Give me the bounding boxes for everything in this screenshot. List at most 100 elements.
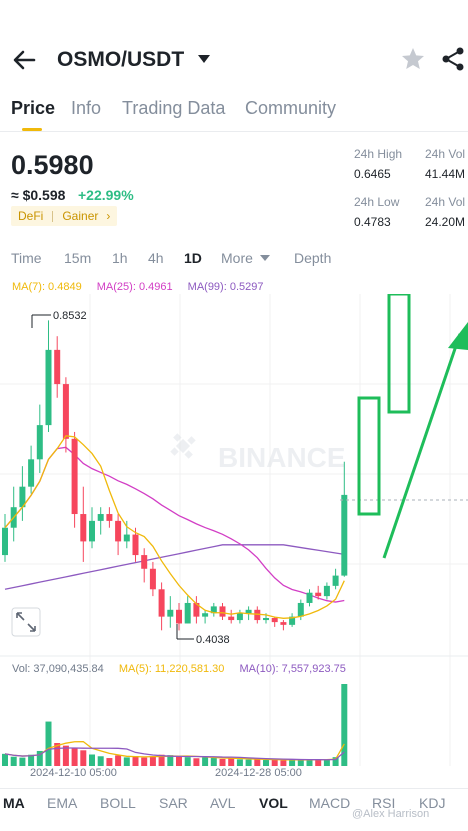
high-marker-label: 0.8532 — [53, 310, 87, 322]
interval-1h[interactable]: 1h — [112, 250, 128, 266]
page-tabs: Price Info Trading Data Community — [0, 92, 468, 132]
volume-bar — [106, 758, 113, 766]
volume-bar — [19, 757, 26, 766]
interval-more[interactable]: More — [221, 250, 253, 266]
volume-bar — [184, 757, 191, 766]
tab-community[interactable]: Community — [245, 98, 337, 118]
candlestick-chart[interactable]: BINANCE 0.8532 0.4038 2024-12-10 05:00 2… — [0, 294, 468, 784]
indicator-macd[interactable]: MACD — [309, 795, 351, 811]
volume-bar — [193, 758, 200, 766]
indicator-sar[interactable]: SAR — [159, 795, 188, 811]
volume-bar — [341, 684, 348, 766]
ma7-path — [4, 435, 345, 619]
candle — [323, 585, 330, 597]
tab-price[interactable]: Price — [11, 98, 56, 118]
candle — [245, 609, 252, 614]
tag-gainer[interactable]: Gainer — [62, 209, 99, 223]
candle — [289, 616, 296, 625]
tag-divider — [52, 210, 54, 222]
volume-bar — [167, 755, 174, 766]
volume-bars — [2, 684, 348, 766]
candle — [306, 592, 313, 603]
volume-bar — [71, 747, 78, 766]
candle — [254, 609, 261, 621]
volume-ma5: MA(5): 11,220,581.30 — [118, 663, 225, 675]
candle — [176, 609, 182, 624]
indicator-vol[interactable]: VOL — [259, 795, 288, 811]
volume-bar — [323, 759, 330, 766]
annotation-box-2 — [387, 294, 411, 414]
candle — [80, 514, 87, 542]
candle — [45, 349, 52, 426]
indicator-kdj[interactable]: KDJ — [419, 795, 446, 811]
candle — [315, 592, 322, 597]
candle — [210, 606, 217, 614]
tab-trading-data[interactable]: Trading Data — [122, 98, 226, 118]
expand-icon[interactable] — [11, 607, 41, 637]
candle — [297, 602, 304, 617]
stat-high-label: 24h High — [354, 147, 403, 161]
candle — [280, 622, 287, 625]
volume-bar — [115, 755, 122, 766]
volume-bar — [280, 760, 287, 766]
tag-badges[interactable]: DeFi Gainer › — [11, 206, 118, 226]
interval-15m[interactable]: 15m — [64, 250, 92, 266]
volume-bar — [45, 721, 52, 766]
ma99-value: MA(99): 0.5297 — [187, 281, 264, 293]
interval-4h[interactable]: 4h — [148, 250, 164, 266]
back-arrow-icon[interactable] — [10, 46, 38, 74]
candle — [36, 425, 43, 460]
volume-legend: Vol: 37,090,435.84 MA(5): 11,220,581.30 … — [12, 663, 358, 675]
volume-bar — [89, 754, 95, 766]
stat-vol1-label: 24h Vol — [425, 147, 466, 161]
interval-1d[interactable]: 1D — [184, 250, 202, 266]
candle — [184, 602, 191, 624]
candle — [263, 618, 269, 621]
star-icon[interactable] — [400, 46, 426, 72]
candle — [2, 527, 8, 556]
ma-legend: MA(7): 0.4849 MA(25): 0.4961 MA(99): 0.5… — [12, 281, 275, 293]
share-icon[interactable] — [440, 46, 466, 72]
interval-selector: Time 15m 1h 4h 1D More Depth — [0, 248, 468, 270]
volume-ma-lines — [4, 740, 345, 761]
candle — [62, 384, 69, 439]
candle — [19, 486, 26, 508]
candle — [123, 534, 130, 542]
stat-vol1-value: 41.44M — [425, 167, 466, 181]
candle — [132, 534, 139, 556]
volume-bar — [80, 750, 87, 766]
volume-ma10: MA(10): 7,557,923.75 — [239, 663, 346, 675]
indicator-ema[interactable]: EMA — [47, 795, 78, 811]
volume-bar — [10, 756, 17, 766]
ma25-path — [4, 446, 345, 603]
volume-bar — [62, 745, 69, 766]
candle — [193, 602, 200, 617]
stat-vol2-label: 24h Vol — [425, 195, 466, 209]
indicator-boll[interactable]: BOLL — [100, 795, 136, 811]
indicator-rsi[interactable]: RSI — [372, 795, 396, 811]
indicator-tabs: MA EMA BOLL SAR AVL VOL MACD RSI KDJ — [0, 788, 468, 816]
volume-bar — [297, 760, 304, 766]
stat-vol2-value: 24.20M — [425, 215, 466, 229]
watermark: @Alex Harrison — [352, 808, 430, 820]
tab-info[interactable]: Info — [71, 98, 102, 118]
binance-logo: BINANCE — [170, 433, 346, 473]
volume-bar — [332, 757, 339, 766]
chevron-down-icon[interactable] — [198, 54, 210, 64]
volume-bar — [306, 759, 313, 766]
volume-bar — [271, 759, 278, 766]
tag-defi[interactable]: DeFi — [18, 209, 44, 223]
candle — [202, 613, 209, 617]
volume-bar — [228, 758, 235, 766]
interval-time[interactable]: Time — [11, 250, 42, 266]
indicator-ma[interactable]: MA — [3, 795, 25, 811]
volume-bar — [97, 756, 104, 766]
more-caret-icon[interactable] — [260, 254, 270, 262]
volume-bar — [132, 756, 139, 766]
header: OSMO/USDT — [0, 36, 468, 84]
indicator-avl[interactable]: AVL — [210, 795, 236, 811]
pair-title[interactable]: OSMO/USDT — [57, 48, 185, 71]
interval-depth[interactable]: Depth — [294, 250, 332, 266]
candle — [149, 568, 156, 590]
stat-high-value: 0.6465 — [354, 167, 391, 181]
